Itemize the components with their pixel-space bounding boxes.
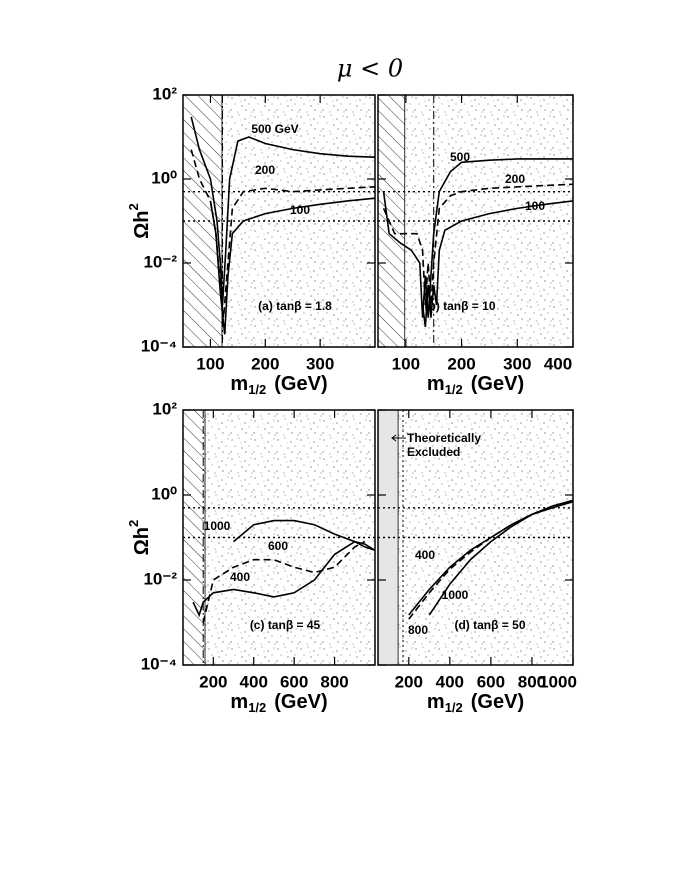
x-tick-label: 100 [392,354,420,373]
curve-label: 100 [525,199,545,213]
plot-area [183,410,375,665]
x-axis-label: m1/2 (GeV) [427,373,524,397]
figure-title: μ < 0 [337,55,403,83]
plot-frame [377,94,574,348]
y-tick-label: 10² [152,84,177,103]
y-tick-label: 10⁻⁴ [141,654,177,673]
curve-label: 500 [450,150,470,164]
x-tick-label: 600 [477,672,505,691]
note-arrow [391,434,406,442]
y-axis-label-part: Ωh [131,210,153,238]
curve-label: 500 GeV [251,122,298,136]
y-tick-label: 10⁰ [151,168,177,187]
plot-frame [182,94,376,348]
x-tick-label: 300 [306,354,334,373]
x-tick-label: 200 [395,672,423,691]
y-axis-label: Ωh2 [126,520,153,556]
x-tick-label: 400 [544,354,572,373]
x-axis-label-part: 1/2 [445,700,463,715]
curve [190,116,375,306]
plot-background [378,95,573,347]
x-axis-label: m1/2 (GeV) [230,373,327,397]
note: Theoretically [407,431,481,445]
curve-label: 100 [290,203,310,217]
x-axis-label-part: m [427,373,445,395]
y-tick-label: 10⁻² [143,569,177,588]
curve [192,540,375,618]
x-axis-label-part: (GeV) [471,373,524,395]
plot-area [378,95,573,347]
note: Excluded [407,445,460,459]
curve-label: 400 [415,548,435,562]
x-tick-label: 600 [280,672,308,691]
y-tick-label: 10⁰ [151,484,177,503]
curve-label: 1000 [204,519,231,533]
y-axis-label-part: Ωh [131,527,153,555]
curve [421,200,573,328]
x-axis-label-part: (GeV) [274,691,327,713]
panel-label: (a) tanβ = 1.8 [258,299,332,313]
x-axis-label-part: 1/2 [248,382,266,397]
excluded-region [378,95,406,347]
plot-frame [377,409,574,666]
curve [382,158,573,318]
x-axis-label-part: m [230,373,248,395]
curve-label: 800 [408,623,428,637]
plot-background [378,410,573,665]
y-tick-label: 10⁻⁴ [141,336,177,355]
x-axis-label-part: (GeV) [274,373,327,395]
plot-area [183,95,375,347]
curve-label: 400 [230,570,250,584]
x-tick-label: 400 [436,672,464,691]
plot-frame [182,409,376,666]
curve-label: 200 [505,172,525,186]
panel-label: (b) tanβ = 10 [424,299,495,313]
y-axis-label: Ωh2 [126,203,153,239]
x-tick-label: 200 [199,672,227,691]
x-tick-label: 200 [447,354,475,373]
y-tick-label: 10² [152,399,177,418]
x-axis-label-part: 1/2 [248,700,266,715]
curve [382,183,573,306]
curve [209,197,375,335]
x-axis-label-part: (GeV) [471,691,524,713]
curve-label: 600 [268,539,288,553]
panel-label: (d) tanβ = 50 [454,618,525,632]
curve [408,500,573,620]
x-axis-label-part: m [230,691,248,713]
curve [202,540,366,623]
plot-area [378,410,573,665]
x-axis-label-part: 1/2 [445,382,463,397]
x-tick-label: 800 [518,672,546,691]
x-axis-label-part: m [427,691,445,713]
y-axis-label-part: 2 [126,203,141,210]
curve [428,499,573,616]
x-tick-label: 400 [240,672,268,691]
x-axis-label: m1/2 (GeV) [230,691,327,715]
y-tick-label: 10⁻² [143,252,177,271]
x-axis-label: m1/2 (GeV) [427,691,524,715]
curve-label: 1000 [442,588,469,602]
panel-label: (c) tanβ = 45 [250,618,321,632]
y-axis-label-part: 2 [126,520,141,527]
x-tick-label: 1000 [539,672,577,691]
curve-label: 200 [255,163,275,177]
x-tick-label: 300 [503,354,531,373]
x-tick-label: 200 [251,354,279,373]
x-tick-label: 800 [320,672,348,691]
curve [233,519,375,552]
x-tick-label: 100 [196,354,224,373]
